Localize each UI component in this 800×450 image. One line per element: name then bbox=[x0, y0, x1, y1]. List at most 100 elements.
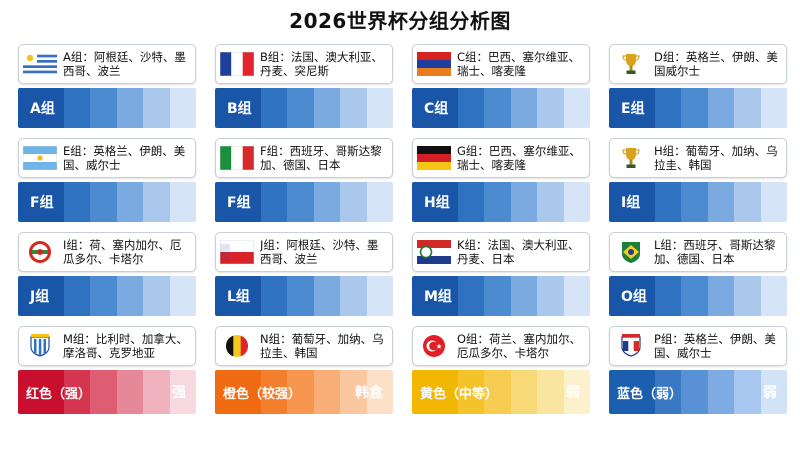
legend-bar: 红色（强） 强 bbox=[18, 370, 196, 414]
group-card[interactable]: B组：法国、澳大利亚、丹麦、突尼斯 bbox=[215, 44, 393, 84]
legend-right-label: 弱 bbox=[566, 385, 580, 401]
italy-flag-icon bbox=[220, 146, 254, 170]
group-card[interactable]: A组：阿根廷、沙特、墨西哥、波兰 bbox=[18, 44, 196, 84]
group-teams-text: I组：荷、塞内加尔、厄瓜多尔、卡塔尔 bbox=[63, 238, 182, 266]
turkey-flag-icon bbox=[417, 334, 451, 358]
strength-segment bbox=[655, 276, 682, 316]
group-card[interactable]: D组：英格兰、伊朗、美国威尔士 bbox=[609, 44, 787, 84]
strength-segment bbox=[707, 276, 735, 316]
group-cell: G组：巴西、塞尔维亚、瑞士、喀麦隆 H组 bbox=[412, 138, 590, 230]
strength-segment bbox=[261, 88, 288, 128]
group-teams-text: F组：西班牙、哥斯达黎加、德国、日本 bbox=[260, 144, 382, 172]
group-bar-label: H组 bbox=[424, 195, 450, 211]
group-cell: E组：英格兰、伊朗、美国、威尔士 F组 bbox=[18, 138, 196, 230]
legend-right-label: 韩盒 bbox=[355, 385, 383, 401]
strength-segment bbox=[681, 88, 708, 128]
group-card[interactable]: G组：巴西、塞尔维亚、瑞士、喀麦隆 bbox=[412, 138, 590, 178]
uruguay-flag-icon bbox=[23, 52, 57, 76]
strength-segment bbox=[366, 370, 393, 414]
strength-segment bbox=[609, 88, 655, 128]
group-teams-text: A组：阿根廷、沙特、墨西哥、波兰 bbox=[63, 50, 186, 78]
group-cell: P组：英格兰、伊朗、美国、威尔士 蓝色（弱） 弱 bbox=[609, 326, 787, 418]
brazil-crest-icon bbox=[614, 240, 648, 264]
group-teams-text: G组：巴西、塞尔维亚、瑞士、喀麦隆 bbox=[457, 144, 581, 172]
legend-bar: 蓝色（弱） 弱 bbox=[609, 370, 787, 414]
strength-segment bbox=[412, 182, 458, 222]
legend-label: 橙色（较强） bbox=[223, 386, 302, 402]
group-bar-label: F组 bbox=[30, 195, 54, 211]
group-cell: F组：西班牙、哥斯达黎加、德国、日本 F组 bbox=[215, 138, 393, 230]
strength-segment bbox=[287, 182, 314, 222]
strength-segment bbox=[484, 88, 511, 128]
group-teams-text: D组：英格兰、伊朗、美国威尔士 bbox=[654, 50, 778, 78]
strength-segment bbox=[681, 370, 708, 414]
emblem-stripe-flag-icon bbox=[417, 240, 451, 264]
strength-segment bbox=[609, 370, 655, 414]
group-card[interactable]: K组：法国、澳大利亚、丹麦、日本 bbox=[412, 232, 590, 272]
strength-segment bbox=[734, 88, 761, 128]
group-card[interactable]: F组：西班牙、哥斯达黎加、德国、日本 bbox=[215, 138, 393, 178]
strength-segment bbox=[366, 88, 393, 128]
group-teams-text: B组：法国、澳大利亚、丹麦、突尼斯 bbox=[260, 50, 383, 78]
strength-segment bbox=[760, 182, 787, 222]
belgium-flag-icon bbox=[220, 334, 254, 358]
strength-segment bbox=[64, 88, 91, 128]
strength-segment bbox=[563, 182, 590, 222]
strength-segment bbox=[18, 370, 64, 414]
group-card[interactable]: J组：阿根廷、沙特、墨西哥、波兰 bbox=[215, 232, 393, 272]
argentina-flag-icon bbox=[23, 146, 57, 170]
strength-segment bbox=[287, 88, 314, 128]
strength-segment bbox=[563, 370, 590, 414]
strength-segment bbox=[18, 182, 64, 222]
germany-flag-icon bbox=[417, 146, 451, 170]
group-card[interactable]: O组：荷兰、塞内加尔、厄瓜多尔、卡塔尔 bbox=[412, 326, 590, 366]
group-card[interactable]: H组：葡萄牙、加纳、乌拉圭、韩国 bbox=[609, 138, 787, 178]
strength-segment bbox=[412, 88, 458, 128]
strength-bar: E组 bbox=[609, 88, 787, 128]
trophy-icon bbox=[614, 146, 648, 170]
group-card[interactable]: E组：英格兰、伊朗、美国、威尔士 bbox=[18, 138, 196, 178]
strength-bar: F组 bbox=[18, 182, 196, 222]
strength-segment bbox=[169, 182, 196, 222]
strength-bar: C组 bbox=[412, 88, 590, 128]
strength-bar: H组 bbox=[412, 182, 590, 222]
strength-segment bbox=[340, 182, 367, 222]
strength-segment bbox=[734, 370, 761, 414]
legend-label: 红色（强） bbox=[26, 386, 92, 402]
group-card[interactable]: L组：西班牙、哥斯达黎加、德国、日本 bbox=[609, 232, 787, 272]
armenia-flag-icon bbox=[417, 52, 451, 76]
strength-bar: B组 bbox=[215, 88, 393, 128]
france-flag-icon bbox=[220, 52, 254, 76]
strength-segment bbox=[484, 182, 511, 222]
strength-bar: I组 bbox=[609, 182, 787, 222]
strength-segment bbox=[116, 370, 144, 414]
group-card[interactable]: N组：葡萄牙、加纳、乌拉圭、韩国 bbox=[215, 326, 393, 366]
group-cell: A组：阿根廷、沙特、墨西哥、波兰 A组 bbox=[18, 44, 196, 136]
group-bar-label: C组 bbox=[424, 101, 449, 117]
strength-segment bbox=[18, 276, 64, 316]
strength-segment bbox=[458, 88, 485, 128]
group-cell: J组：阿根廷、沙特、墨西哥、波兰 L组 bbox=[215, 232, 393, 324]
strength-segment bbox=[681, 276, 708, 316]
strength-segment bbox=[169, 88, 196, 128]
strength-segment bbox=[484, 370, 511, 414]
page-title: 2026世界杯分组分析图 bbox=[289, 9, 511, 33]
strength-segment bbox=[116, 88, 144, 128]
group-card[interactable]: M组：比利时、加拿大、摩洛哥、克罗地亚 bbox=[18, 326, 196, 366]
strength-segment bbox=[340, 276, 367, 316]
group-cell: C组：巴西、塞尔维亚、瑞士、喀麦隆 C组 bbox=[412, 44, 590, 136]
strength-segment bbox=[215, 276, 261, 316]
group-teams-text: K组：法国、澳大利亚、丹麦、日本 bbox=[457, 238, 580, 266]
strength-segment bbox=[169, 370, 196, 414]
group-card[interactable]: I组：荷、塞内加尔、厄瓜多尔、卡塔尔 bbox=[18, 232, 196, 272]
france-crest-icon bbox=[614, 334, 648, 358]
strength-segment bbox=[287, 276, 314, 316]
strength-bar: A组 bbox=[18, 88, 196, 128]
strength-bar: O组 bbox=[609, 276, 787, 316]
group-card[interactable]: C组：巴西、塞尔维亚、瑞士、喀麦隆 bbox=[412, 44, 590, 84]
group-card[interactable]: P组：英格兰、伊朗、美国、威尔士 bbox=[609, 326, 787, 366]
strength-segment bbox=[510, 276, 538, 316]
strength-segment bbox=[537, 370, 564, 414]
strength-segment bbox=[510, 182, 538, 222]
strength-segment bbox=[143, 182, 170, 222]
